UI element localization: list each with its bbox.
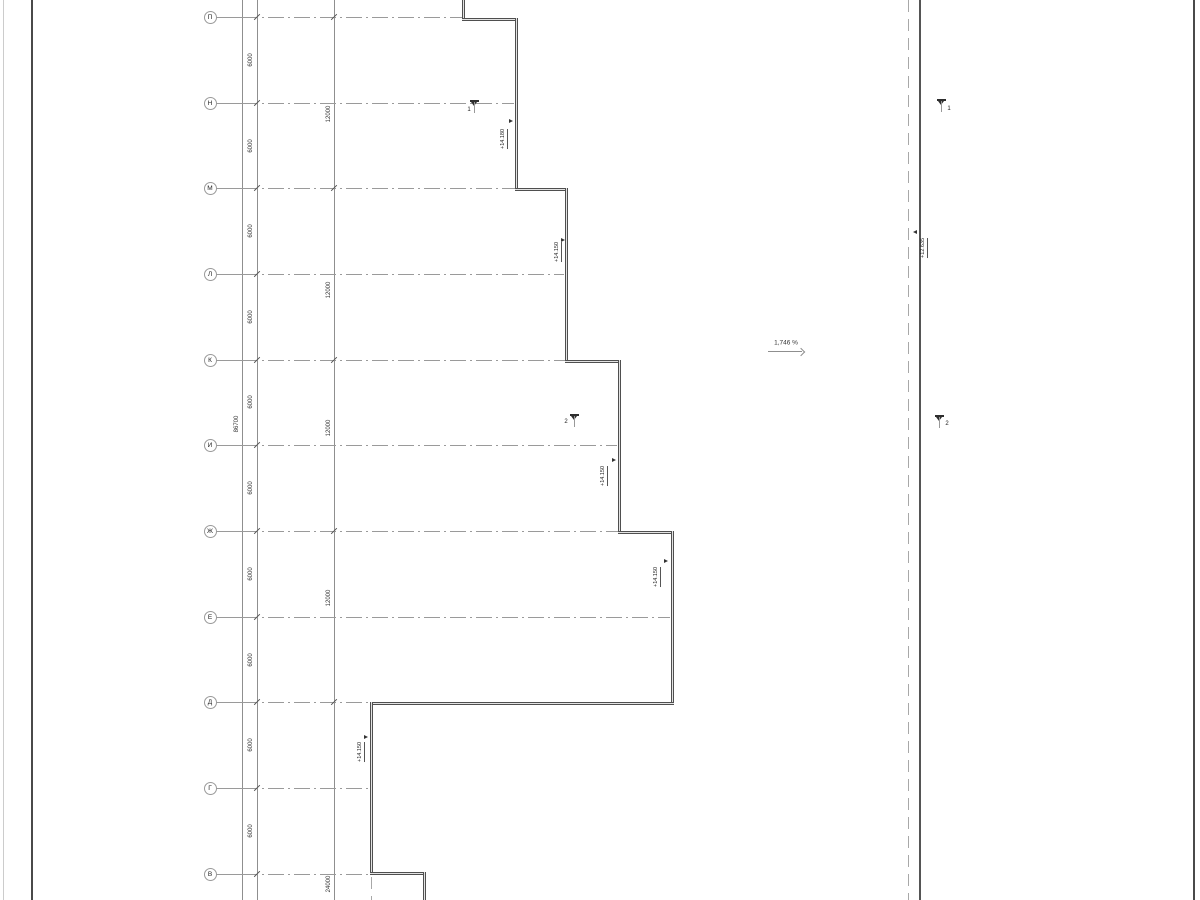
- wall-segment: [369, 701, 674, 705]
- dim-text: 6000: [248, 824, 254, 838]
- dim-chain-12000-line: [334, 0, 335, 900]
- dim-chain-total-line: [242, 0, 243, 900]
- wall-segment: [422, 871, 426, 900]
- dim-text-total: 86700: [234, 415, 240, 433]
- wall-segment: [670, 530, 674, 705]
- axis-leader-М: [216, 188, 242, 189]
- wall-segment: [617, 359, 621, 534]
- frame-left-border: [31, 0, 33, 900]
- right-wall-line: [919, 0, 921, 900]
- elevation-mark-text: +14.180: [500, 128, 508, 150]
- axis-leader-П: [216, 17, 242, 18]
- axis-bubble-М: М: [203, 181, 217, 195]
- drain-icon: [569, 414, 579, 416]
- axis-bubble-И: И: [203, 438, 217, 452]
- axis-bubble-К: К: [203, 353, 217, 367]
- drain-number: 2: [564, 419, 568, 425]
- elevation-mark-text: +14.150: [554, 241, 562, 263]
- drain-number: 1: [467, 107, 471, 113]
- drain-icon: [469, 100, 479, 102]
- elevation-mark-text: +14.150: [600, 465, 608, 487]
- wall-segment: [461, 0, 465, 21]
- axis-leader-Г: [216, 788, 242, 789]
- axis-line-Н: [242, 103, 514, 104]
- drain-icon: [473, 102, 475, 113]
- wall-segment: [617, 530, 674, 534]
- drain-icon: [934, 415, 944, 417]
- right-axis-dashed-line: [908, 0, 909, 900]
- axis-line-Л: [242, 274, 564, 275]
- axis-line-В: [242, 874, 368, 875]
- axis-bubble-Н: Н: [203, 96, 217, 110]
- dim-text: 6000: [248, 481, 254, 495]
- axis-line-Е: [242, 617, 670, 618]
- dim-text: 6000: [248, 224, 254, 238]
- axis-bubble-Л: Л: [203, 267, 217, 281]
- elevation-mark-arrow-icon: [509, 119, 513, 123]
- axis-leader-Е: [216, 617, 242, 618]
- dim-text: 6000: [248, 738, 254, 752]
- drain-number: 1: [947, 106, 951, 112]
- axis-leader-К: [216, 360, 242, 361]
- wall-segment: [564, 187, 568, 363]
- axis-line-П: [242, 17, 464, 18]
- axis-line-Г: [242, 788, 369, 789]
- axis-leader-Л: [216, 274, 242, 275]
- axis-line-И: [242, 445, 617, 446]
- dim-text: 6000: [248, 310, 254, 324]
- axis-leader-Ж: [216, 531, 242, 532]
- dim-text: 6000: [248, 139, 254, 153]
- axis-line-М: [242, 188, 566, 189]
- slope-label: 1,746 %: [774, 339, 798, 347]
- elevation-mark-arrow-icon: [364, 735, 368, 739]
- elevation-mark-text: +12.635: [920, 237, 928, 259]
- wall-segment: [369, 871, 426, 875]
- slope-arrow-line: [768, 351, 802, 352]
- drain-icon: [573, 416, 575, 427]
- dim-text: 12000: [326, 589, 332, 607]
- elevation-mark-arrow-icon: [664, 559, 668, 563]
- wall-segment: [369, 701, 373, 875]
- axis-bubble-В: В: [203, 867, 217, 881]
- drain-number: 2: [945, 421, 949, 427]
- wall-segment: [514, 17, 518, 191]
- dim-text: 24000: [326, 875, 332, 893]
- dim-text: 6000: [248, 653, 254, 667]
- wall-segment: [461, 17, 518, 21]
- dim-text: 12000: [326, 281, 332, 299]
- wall-segment: [564, 359, 621, 363]
- axis-leader-Н: [216, 103, 242, 104]
- dim-text: 12000: [326, 105, 332, 123]
- wall-stub-dashed-line: [371, 877, 372, 900]
- drain-icon: [938, 417, 940, 428]
- elevation-mark-text: +14.150: [653, 566, 661, 588]
- elevation-mark-text: +14.150: [357, 741, 365, 763]
- frame-right-border: [1193, 0, 1195, 900]
- dim-text: 6000: [248, 53, 254, 67]
- drain-icon: [940, 101, 942, 112]
- dim-chain-6000-line: [257, 0, 258, 900]
- elevation-mark-arrow-icon: [913, 230, 917, 234]
- sheet-left-edge: [3, 0, 4, 900]
- dim-text: 12000: [326, 419, 332, 437]
- axis-bubble-Г: Г: [203, 781, 217, 795]
- axis-bubble-Е: Е: [203, 610, 217, 624]
- axis-bubble-П: П: [203, 10, 217, 24]
- axis-bubble-Ж: Ж: [203, 524, 217, 538]
- axis-leader-Д: [216, 702, 242, 703]
- drain-icon: [936, 99, 946, 101]
- dim-text: 6000: [248, 395, 254, 409]
- axis-line-Ж: [242, 531, 672, 532]
- axis-leader-И: [216, 445, 242, 446]
- wall-segment: [514, 187, 568, 191]
- dim-text: 6000: [248, 567, 254, 581]
- elevation-mark-arrow-icon: [612, 458, 616, 462]
- axis-bubble-Д: Д: [203, 695, 217, 709]
- axis-leader-В: [216, 874, 242, 875]
- slope-arrow-head-icon: [796, 347, 806, 356]
- elevation-mark-arrow-icon: [561, 238, 565, 242]
- axis-line-К: [242, 360, 619, 361]
